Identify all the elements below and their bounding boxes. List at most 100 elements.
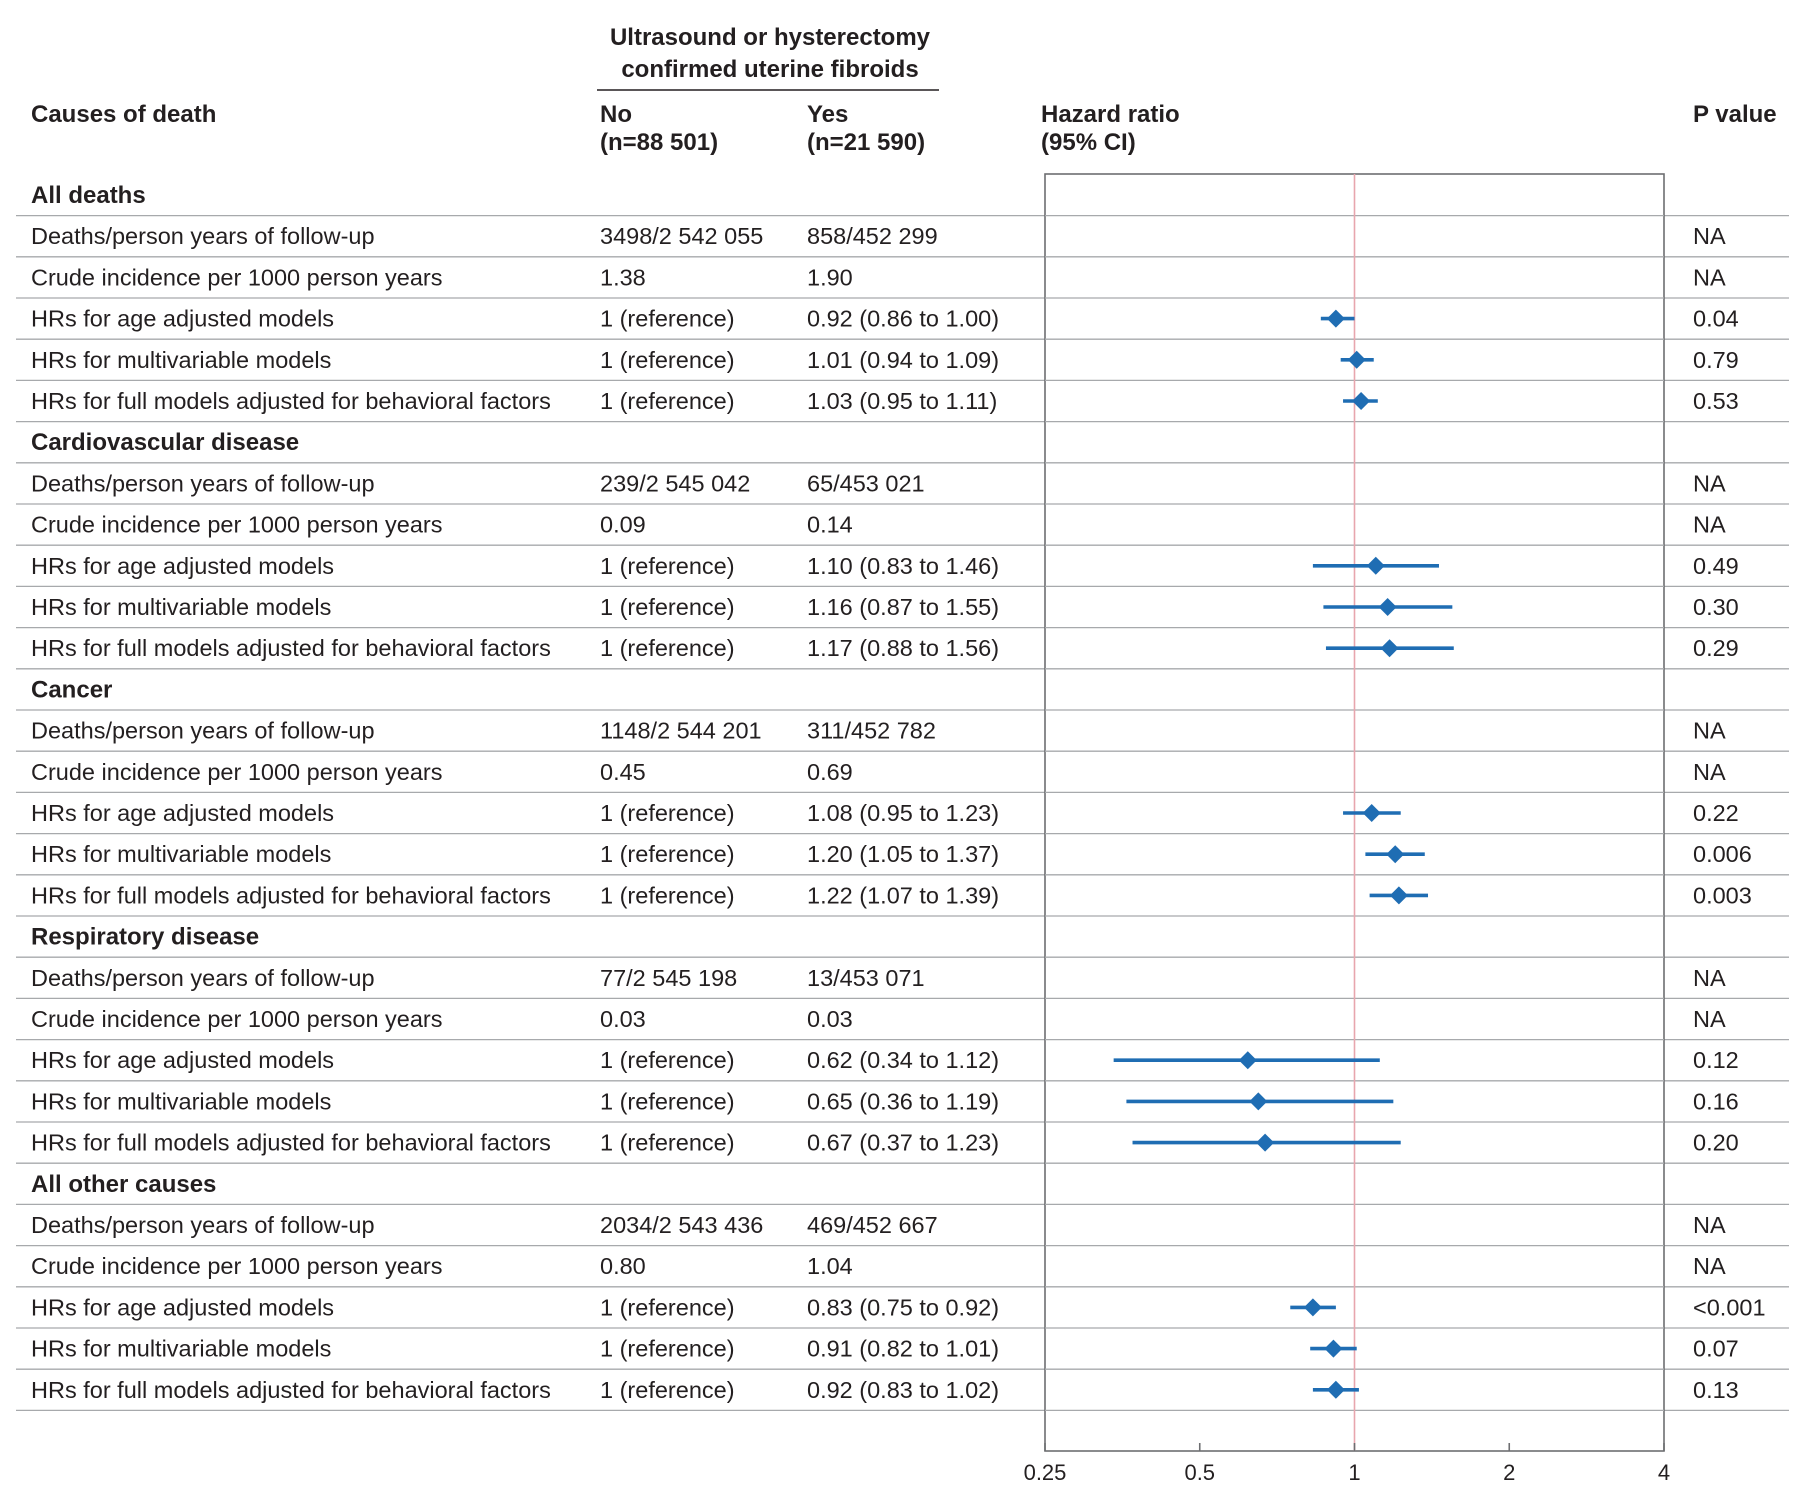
section-title: Cardiovascular disease bbox=[31, 429, 299, 456]
yes-value: 1.20 (1.05 to 1.37) bbox=[807, 841, 999, 867]
hr-ci-header: (95% CI) bbox=[1041, 129, 1136, 156]
x-tick-label: 1 bbox=[1348, 1460, 1360, 1485]
yes-value: 858/452 299 bbox=[807, 223, 938, 249]
p-value: 0.49 bbox=[1693, 553, 1739, 579]
no-header: No bbox=[600, 101, 632, 128]
hr-marker bbox=[1326, 309, 1345, 328]
hr-marker bbox=[1238, 1051, 1257, 1070]
hr-marker bbox=[1362, 804, 1381, 822]
hr-marker bbox=[1378, 598, 1397, 616]
row-label: Crude incidence per 1000 person years bbox=[31, 1253, 443, 1279]
p-value: 0.79 bbox=[1693, 347, 1739, 373]
row-label: Deaths/person years of follow-up bbox=[31, 1212, 375, 1238]
p-value: 0.04 bbox=[1693, 306, 1739, 332]
no-value: 1 (reference) bbox=[600, 388, 735, 414]
p-value: 0.07 bbox=[1693, 1336, 1739, 1362]
section-title: All other causes bbox=[31, 1171, 216, 1198]
row-label: HRs for full models adjusted for behavio… bbox=[31, 1130, 551, 1156]
yes-value: 1.01 (0.94 to 1.09) bbox=[807, 347, 999, 373]
no-value: 0.45 bbox=[600, 759, 646, 785]
p-value: 0.30 bbox=[1693, 594, 1739, 620]
no-value: 1 (reference) bbox=[600, 594, 735, 620]
row-label: HRs for age adjusted models bbox=[31, 1294, 334, 1320]
yes-value: 1.17 (0.88 to 1.56) bbox=[807, 635, 999, 661]
p-value: 0.16 bbox=[1693, 1088, 1739, 1114]
yes-header: Yes bbox=[807, 101, 848, 128]
row-label: Crude incidence per 1000 person years bbox=[31, 512, 443, 538]
no-value: 1 (reference) bbox=[600, 882, 735, 908]
section-title: Respiratory disease bbox=[31, 924, 259, 951]
no-value: 1 (reference) bbox=[600, 1047, 735, 1073]
p-value: NA bbox=[1693, 759, 1726, 785]
row-label: HRs for full models adjusted for behavio… bbox=[31, 635, 551, 661]
hr-marker bbox=[1352, 392, 1371, 410]
hr-marker bbox=[1366, 556, 1385, 575]
row-label: HRs for age adjusted models bbox=[31, 306, 334, 332]
no-value: 0.80 bbox=[600, 1253, 646, 1279]
table-rows: All deaths Deaths/person years of follow-… bbox=[16, 182, 1789, 1412]
no-value: 1.38 bbox=[600, 264, 646, 290]
no-value: 1 (reference) bbox=[600, 306, 735, 332]
no-value: 1 (reference) bbox=[600, 1130, 735, 1156]
yes-value: 1.16 (0.87 to 1.55) bbox=[807, 594, 999, 620]
row-label: HRs for age adjusted models bbox=[31, 1047, 334, 1073]
row-label: Crude incidence per 1000 person years bbox=[31, 264, 443, 290]
row-label: HRs for multivariable models bbox=[31, 347, 331, 373]
p-value: 0.29 bbox=[1693, 635, 1739, 661]
yes-value: 1.22 (1.07 to 1.39) bbox=[807, 882, 999, 908]
yes-value: 0.03 bbox=[807, 1006, 853, 1032]
yes-value: 1.08 (0.95 to 1.23) bbox=[807, 800, 999, 826]
hr-marker bbox=[1347, 350, 1366, 369]
causes-header: Causes of death bbox=[31, 101, 216, 128]
row-label: HRs for multivariable models bbox=[31, 594, 331, 620]
yes-value: 311/452 782 bbox=[807, 718, 936, 744]
yes-value: 0.62 (0.34 to 1.12) bbox=[807, 1047, 999, 1073]
hr-marker bbox=[1386, 845, 1405, 864]
p-value: NA bbox=[1693, 223, 1726, 249]
no-value: 1148/2 544 201 bbox=[600, 718, 762, 744]
no-value: 1 (reference) bbox=[600, 841, 735, 867]
no-value: 1 (reference) bbox=[600, 1377, 735, 1403]
plot-area: 0.25 0.5 1 2 4 bbox=[1024, 173, 1670, 1485]
hr-marker bbox=[1303, 1298, 1322, 1317]
hr-marker bbox=[1324, 1339, 1343, 1358]
row-label: Deaths/person years of follow-up bbox=[31, 965, 375, 991]
hr-marker bbox=[1249, 1092, 1268, 1111]
yes-value: 13/453 071 bbox=[807, 965, 925, 991]
no-value: 0.03 bbox=[600, 1006, 646, 1032]
no-value: 2034/2 543 436 bbox=[600, 1212, 763, 1238]
p-value: 0.22 bbox=[1693, 800, 1739, 826]
no-value: 1 (reference) bbox=[600, 1088, 735, 1114]
row-label: Deaths/person years of follow-up bbox=[31, 470, 375, 496]
group-header-line1: Ultrasound or hysterectomy bbox=[610, 24, 931, 51]
yes-value: 0.92 (0.83 to 1.02) bbox=[807, 1377, 999, 1403]
yes-value: 0.65 (0.36 to 1.19) bbox=[807, 1088, 999, 1114]
row-label: Crude incidence per 1000 person years bbox=[31, 1006, 443, 1032]
p-value: NA bbox=[1693, 470, 1726, 496]
p-value: 0.20 bbox=[1693, 1130, 1739, 1156]
row-label: Deaths/person years of follow-up bbox=[31, 223, 375, 249]
no-value: 3498/2 542 055 bbox=[600, 223, 763, 249]
yes-value: 1.90 bbox=[807, 264, 853, 290]
row-label: Deaths/person years of follow-up bbox=[31, 718, 375, 744]
yes-value: 1.03 (0.95 to 1.11) bbox=[807, 388, 997, 414]
p-value: 0.003 bbox=[1693, 882, 1752, 908]
group-header-line2: confirmed uterine fibroids bbox=[621, 56, 918, 83]
yes-value: 1.04 bbox=[807, 1253, 853, 1279]
p-value: NA bbox=[1693, 1212, 1726, 1238]
x-tick-label: 4 bbox=[1658, 1460, 1670, 1485]
row-label: HRs for age adjusted models bbox=[31, 553, 334, 579]
hr-marker bbox=[1256, 1133, 1275, 1152]
hr-marker bbox=[1380, 639, 1399, 658]
yes-value: 0.92 (0.86 to 1.00) bbox=[807, 306, 999, 332]
row-label: HRs for full models adjusted for behavio… bbox=[31, 1377, 551, 1403]
row-label: HRs for full models adjusted for behavio… bbox=[31, 388, 551, 414]
p-value: NA bbox=[1693, 264, 1726, 290]
yes-value: 65/453 021 bbox=[807, 470, 925, 496]
p-value: 0.13 bbox=[1693, 1377, 1739, 1403]
row-label: HRs for multivariable models bbox=[31, 841, 331, 867]
yes-value: 1.10 (0.83 to 1.46) bbox=[807, 553, 999, 579]
row-label: HRs for multivariable models bbox=[31, 1088, 331, 1114]
no-value: 77/2 545 198 bbox=[600, 965, 737, 991]
p-value-header: P value bbox=[1693, 101, 1777, 128]
